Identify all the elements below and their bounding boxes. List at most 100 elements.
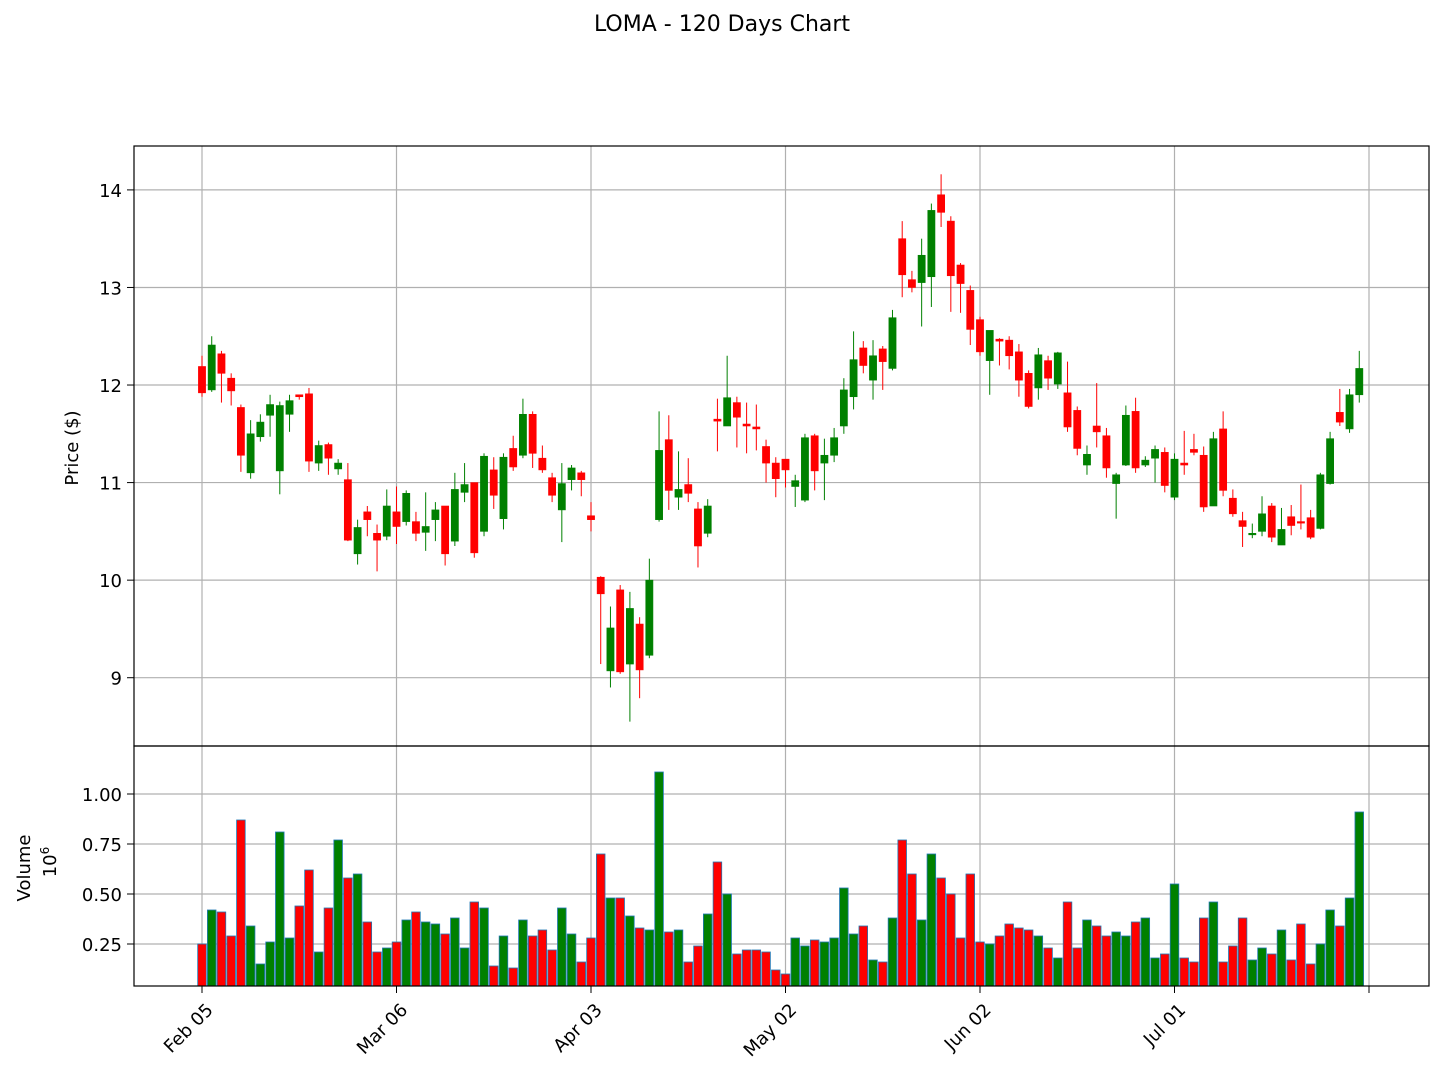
- candle-body: [616, 589, 625, 673]
- candle-body: [625, 608, 634, 665]
- volume-bar: [1198, 917, 1209, 987]
- volume-bar: [284, 937, 295, 987]
- volume-bar: [1101, 935, 1112, 987]
- candle-body: [723, 397, 732, 427]
- candle-body: [509, 448, 518, 468]
- candle-body: [343, 479, 352, 541]
- candle-body: [402, 493, 411, 522]
- volume-bar: [1043, 947, 1053, 987]
- candle-body: [732, 402, 741, 418]
- candle-body: [956, 264, 965, 284]
- candle-body: [1160, 452, 1169, 486]
- x-tick-label: Jun 02: [940, 1000, 996, 1056]
- volume-bar: [391, 941, 402, 987]
- candle-body: [655, 450, 663, 520]
- candle-body: [237, 407, 245, 456]
- volume-bar: [615, 897, 625, 987]
- candle-body: [421, 526, 430, 533]
- volume-bar: [333, 839, 343, 987]
- volume-bar: [401, 919, 411, 987]
- volume-bar: [1062, 901, 1073, 987]
- volume-bar: [955, 937, 966, 987]
- candle-body: [305, 393, 313, 462]
- volume-bar: [197, 943, 207, 987]
- volume-bar: [1053, 957, 1063, 987]
- volume-bar: [1072, 947, 1082, 987]
- volume-bar: [352, 873, 363, 987]
- candle-body: [334, 462, 343, 470]
- price-tick-label: 11: [99, 474, 122, 495]
- volume-bar: [547, 949, 557, 987]
- candle-body: [324, 444, 333, 459]
- candle-body: [587, 515, 595, 520]
- volume-bar: [1150, 957, 1160, 987]
- volume-bar: [489, 965, 499, 987]
- volume-bar: [693, 945, 703, 987]
- candle-body: [820, 454, 829, 464]
- candle-body: [927, 210, 936, 278]
- volume-bar: [382, 947, 392, 987]
- volume-bar: [703, 913, 713, 987]
- candle-body: [217, 353, 226, 374]
- price-tick-label: 14: [99, 181, 122, 202]
- candle-body: [1170, 458, 1179, 498]
- volume-bar: [450, 917, 460, 987]
- candle-body: [1228, 497, 1237, 515]
- candle-body: [1258, 513, 1266, 532]
- candle-body: [246, 433, 255, 474]
- candle-body: [781, 458, 790, 471]
- volume-bar: [1004, 923, 1014, 987]
- volume-bar: [576, 961, 586, 987]
- candle-body: [382, 505, 391, 537]
- volume-bar: [965, 873, 975, 987]
- volume-bar: [975, 941, 985, 987]
- candle-body: [548, 477, 556, 496]
- volume-bar: [887, 917, 898, 987]
- candle-body: [1316, 474, 1325, 529]
- x-tick-label: Feb 05: [160, 1000, 218, 1058]
- candle-body: [830, 437, 839, 456]
- volume-bar: [1276, 929, 1287, 987]
- volume-bar: [1140, 917, 1151, 987]
- volume-bar: [411, 911, 421, 987]
- volume-bar: [372, 951, 382, 987]
- volume-bar: [829, 937, 839, 987]
- candle-body: [1141, 459, 1150, 466]
- volume-bar: [1179, 957, 1189, 987]
- volume-bar: [236, 819, 246, 987]
- volume-bar: [1335, 925, 1345, 987]
- volume-bar: [897, 839, 907, 987]
- candle-body: [1131, 411, 1140, 469]
- x-axis-ticks: Feb 05 Mar 06 Apr 03 May 02 Jun 02 Jul 01: [160, 986, 1370, 1061]
- candle-body: [1326, 438, 1334, 484]
- volume-bar: [294, 905, 304, 987]
- candle-body: [460, 484, 469, 493]
- volume-unit-label: 106: [38, 847, 61, 878]
- volume-bar: [664, 931, 674, 987]
- volume-bar: [848, 933, 859, 987]
- volume-bar: [1082, 919, 1092, 987]
- candle-body: [412, 521, 420, 534]
- volume-bar: [985, 943, 995, 987]
- x-tick-label: Mar 06: [353, 1000, 412, 1059]
- volume-bar: [216, 911, 227, 987]
- volume-bar: [430, 923, 441, 987]
- candle-body: [1180, 462, 1189, 466]
- price-tick-label: 12: [99, 376, 122, 397]
- candle-body: [198, 366, 206, 394]
- candle-body: [1112, 474, 1121, 484]
- candle-body: [480, 455, 488, 532]
- volume-bar: [1247, 959, 1258, 987]
- candle-body: [1199, 454, 1208, 508]
- candle-body: [703, 505, 712, 534]
- volume-bar: [1033, 935, 1044, 987]
- volume-bar: [1286, 959, 1296, 987]
- candle-body: [1014, 351, 1023, 381]
- candle-body: [1335, 412, 1344, 423]
- volume-bar: [800, 945, 810, 987]
- candle-body: [373, 533, 381, 541]
- candle-body: [1034, 354, 1043, 389]
- volume-bar: [1228, 945, 1238, 987]
